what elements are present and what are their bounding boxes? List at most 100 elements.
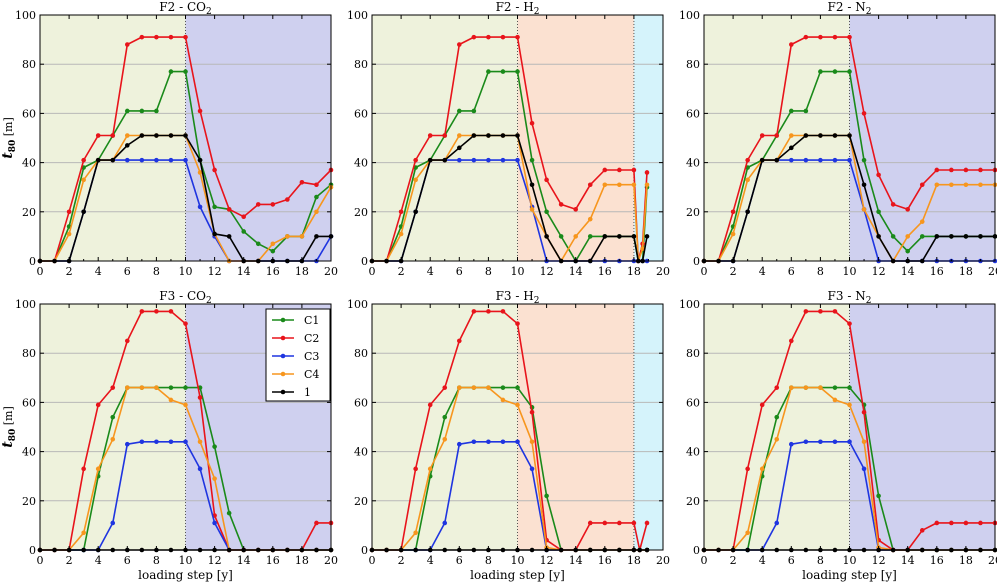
- series-line-C2: [372, 36, 648, 262]
- x-tick-label: 2: [730, 554, 737, 567]
- data-point: [803, 108, 809, 114]
- data-point: [847, 69, 852, 74]
- data-point: [486, 439, 491, 445]
- subplot-title: F2 - H2: [496, 0, 540, 17]
- region-region_peach: [517, 15, 634, 261]
- x-tick-label: 10: [511, 554, 525, 567]
- x-tick-label: 8: [153, 265, 160, 278]
- data-point: [486, 309, 491, 314]
- data-point: [573, 234, 578, 239]
- data-point: [457, 157, 462, 163]
- x-tick-label: 0: [37, 265, 44, 278]
- series-line-1: [372, 134, 648, 262]
- data-point: [442, 414, 448, 420]
- data-point: [457, 133, 462, 138]
- data-point: [818, 34, 823, 40]
- y-tick-label: 100: [15, 298, 36, 311]
- x-tick-label: 6: [124, 265, 131, 278]
- data-point: [413, 157, 418, 163]
- x-tick-label: 20: [988, 265, 997, 278]
- x-tick-label: 6: [788, 554, 795, 567]
- y-axis-label: t80 [m]: [0, 406, 18, 448]
- region-region_purple: [185, 15, 331, 261]
- data-point: [876, 172, 881, 178]
- legend-label: C3: [304, 350, 319, 363]
- region-region_peach: [517, 304, 634, 550]
- data-point: [183, 133, 188, 138]
- x-tick-label: 20: [656, 554, 670, 567]
- data-point: [832, 309, 838, 314]
- y-tick-label: 100: [679, 298, 700, 311]
- y-tick-label: 60: [686, 396, 700, 409]
- subplot-title: F3 - H2: [496, 289, 540, 306]
- data-point: [919, 234, 925, 239]
- data-point: [212, 444, 217, 449]
- subplot-title-main: F3 - H: [496, 289, 534, 303]
- x-axis-label: loading step [y]: [470, 568, 565, 582]
- x-tick-label: 0: [701, 554, 708, 567]
- region-region_green: [704, 304, 850, 550]
- subplot-title-subscript: 2: [534, 7, 540, 17]
- y-tick-label: 20: [686, 206, 700, 219]
- x-tick-label: 14: [901, 265, 915, 278]
- y-tick-label: 20: [354, 495, 368, 508]
- x-tick-label: 8: [817, 265, 824, 278]
- x-tick-label: 4: [427, 265, 434, 278]
- legend-box: [265, 308, 331, 402]
- data-point: [471, 34, 477, 40]
- data-point: [644, 170, 650, 175]
- data-point: [168, 157, 174, 163]
- data-point: [212, 231, 217, 237]
- data-point: [789, 157, 794, 163]
- x-tick-label: 8: [153, 554, 160, 567]
- data-point: [847, 385, 852, 390]
- x-tick-label: 10: [843, 265, 857, 278]
- data-point: [110, 437, 116, 442]
- data-point: [745, 530, 750, 536]
- y-tick-label: 20: [686, 495, 700, 508]
- data-point: [774, 520, 780, 526]
- y-tick-label: 80: [686, 58, 700, 71]
- data-point: [285, 234, 290, 239]
- data-point: [139, 133, 145, 138]
- data-point: [905, 207, 910, 212]
- data-point: [183, 157, 188, 163]
- data-point: [241, 214, 246, 220]
- x-tick-label: 6: [456, 554, 463, 567]
- data-point: [544, 234, 549, 239]
- data-point: [125, 143, 130, 148]
- data-point: [168, 309, 174, 314]
- y-tick-label: 40: [354, 157, 368, 170]
- subplot-title-main: F3 - CO: [159, 289, 206, 303]
- data-point: [529, 182, 535, 188]
- data-point: [500, 157, 506, 163]
- data-point: [544, 177, 549, 183]
- data-point: [803, 34, 809, 40]
- x-tick-label: 20: [324, 554, 338, 567]
- data-point: [861, 182, 867, 188]
- y-tick-label: 0: [29, 255, 36, 268]
- data-point: [66, 231, 72, 237]
- data-point: [95, 402, 101, 408]
- data-point: [427, 466, 433, 472]
- x-tick-label: 2: [730, 265, 737, 278]
- data-point: [730, 209, 736, 215]
- subplot-title-subscript: 2: [866, 296, 872, 306]
- x-tick-label: 6: [788, 265, 795, 278]
- data-point: [81, 177, 86, 183]
- x-tick-label: 18: [959, 554, 973, 567]
- legend-swatch-marker: [280, 353, 286, 359]
- data-point: [529, 439, 535, 445]
- data-point: [81, 466, 86, 472]
- x-tick-label: 2: [398, 265, 405, 278]
- data-point: [759, 133, 765, 138]
- data-point: [861, 111, 867, 116]
- data-point: [500, 69, 506, 74]
- x-tick-label: 4: [427, 554, 434, 567]
- data-point: [486, 69, 491, 74]
- data-point: [139, 309, 145, 314]
- data-point: [427, 402, 433, 408]
- data-point: [154, 34, 159, 40]
- data-point: [255, 241, 261, 247]
- data-point: [934, 520, 940, 526]
